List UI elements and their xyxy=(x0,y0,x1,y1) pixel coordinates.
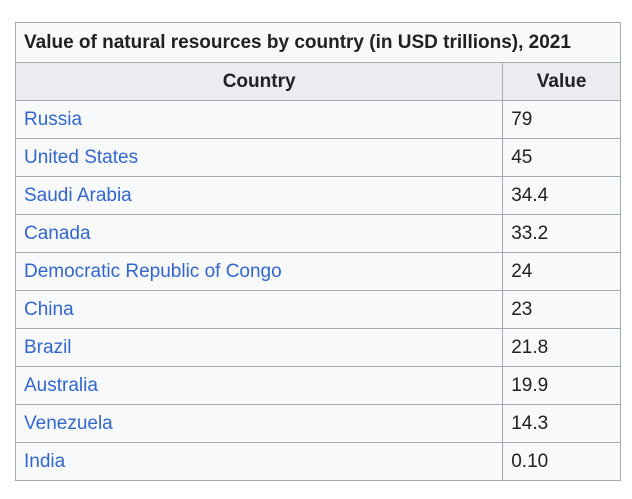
table-row: Canada 33.2 xyxy=(14,214,621,253)
table-container: Value of natural resources by country (i… xyxy=(14,22,621,481)
value-cell: 34.4 xyxy=(502,176,621,215)
table-body: Russia 79 United States 45 Saudi Arabia 34.4 C… xyxy=(14,100,621,481)
value-cell: 19.9 xyxy=(502,366,621,405)
country-link[interactable]: Brazil xyxy=(24,336,72,358)
country-cell: Venezuela xyxy=(14,404,504,443)
header-row: Country Value xyxy=(14,62,621,101)
country-cell: Russia xyxy=(14,100,504,139)
resources-table: Value of natural resources by country (i… xyxy=(14,22,621,481)
country-link[interactable]: Australia xyxy=(24,374,98,396)
country-link[interactable]: China xyxy=(24,298,74,320)
value-cell: 24 xyxy=(502,252,621,291)
table-row: United States 45 xyxy=(14,138,621,177)
table-row: Russia 79 xyxy=(14,100,621,139)
country-link[interactable]: Venezuela xyxy=(24,412,113,434)
country-cell: Australia xyxy=(14,366,504,405)
value-cell: 79 xyxy=(502,100,621,139)
table-row: Australia 19.9 xyxy=(14,366,621,405)
table-row: Brazil 21.8 xyxy=(14,328,621,367)
table-caption: Value of natural resources by country (i… xyxy=(15,22,621,62)
table-row: India 0.10 xyxy=(14,442,621,481)
value-cell: 21.8 xyxy=(502,328,621,367)
country-cell: United States xyxy=(14,138,504,177)
table-row: Democratic Republic of Congo 24 xyxy=(14,252,621,291)
value-cell: 33.2 xyxy=(502,214,621,253)
value-cell: 45 xyxy=(502,138,621,177)
country-link[interactable]: Democratic Republic of Congo xyxy=(24,260,282,282)
table-row: Saudi Arabia 34.4 xyxy=(14,176,621,215)
table-row: Venezuela 14.3 xyxy=(14,404,621,443)
country-link[interactable]: Canada xyxy=(24,222,91,244)
country-cell: India xyxy=(14,442,504,481)
country-link[interactable]: Saudi Arabia xyxy=(24,184,132,206)
country-cell: Brazil xyxy=(14,328,504,367)
country-cell: Democratic Republic of Congo xyxy=(14,252,504,291)
value-cell: 23 xyxy=(502,290,621,329)
country-cell: Saudi Arabia xyxy=(14,176,504,215)
country-link[interactable]: Russia xyxy=(24,108,83,130)
country-link[interactable]: United States xyxy=(24,146,139,168)
column-header-country[interactable]: Country xyxy=(14,62,504,101)
column-header-value[interactable]: Value xyxy=(502,62,621,101)
value-cell: 14.3 xyxy=(502,404,621,443)
value-cell: 0.10 xyxy=(502,442,621,481)
country-cell: China xyxy=(14,290,504,329)
country-link[interactable]: India xyxy=(24,450,66,472)
table-row: China 23 xyxy=(14,290,621,329)
country-cell: Canada xyxy=(14,214,504,253)
